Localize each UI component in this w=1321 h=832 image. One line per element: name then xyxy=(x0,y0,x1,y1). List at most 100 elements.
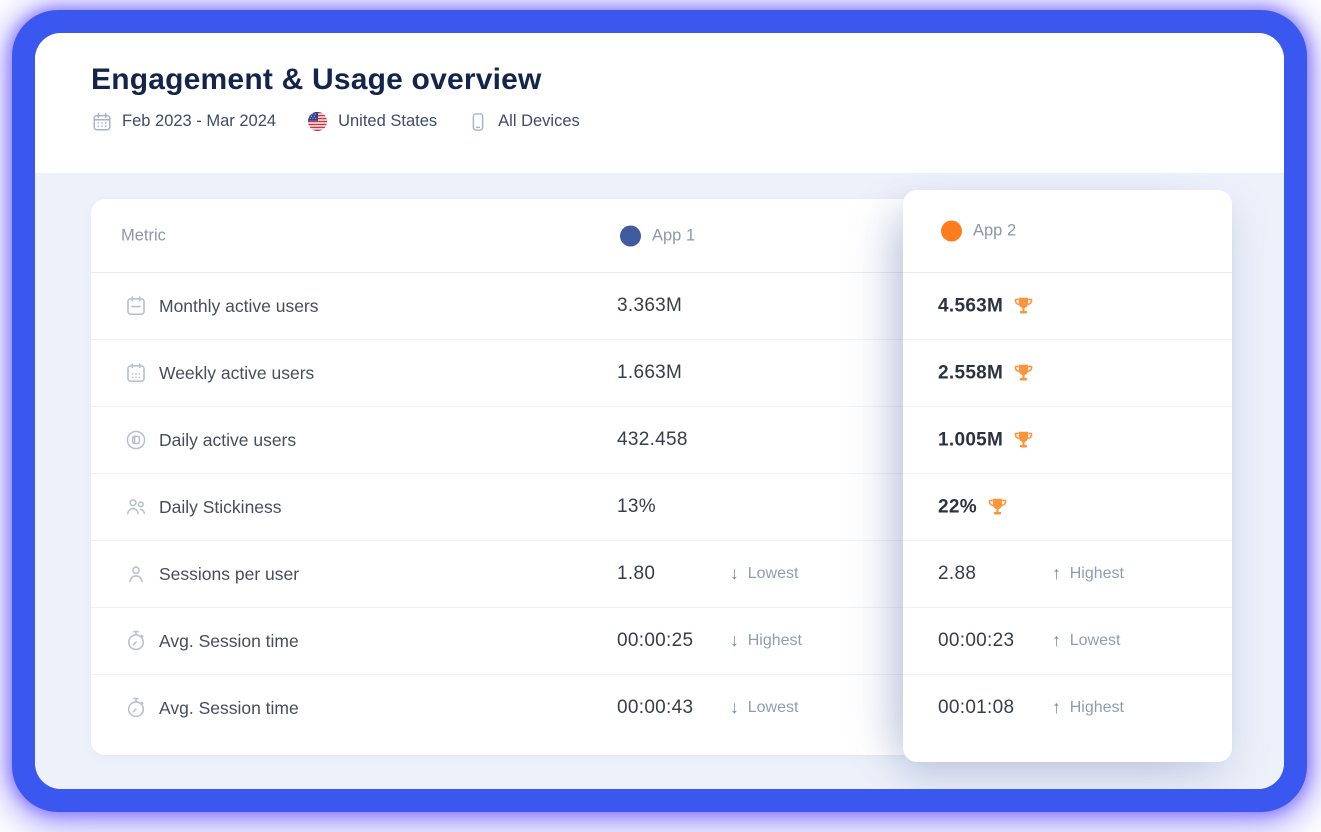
app2-value: 22% xyxy=(938,496,1009,519)
trophy-icon xyxy=(1012,362,1035,385)
app1-value: 13% xyxy=(617,496,656,517)
trophy-icon xyxy=(1012,295,1035,318)
filter-bar: Feb 2023 - Mar 2024 xyxy=(91,110,1284,133)
arrow-up-icon: ↑ xyxy=(1052,697,1061,718)
app1-value: 432.458 xyxy=(617,429,688,450)
metric-label: Daily active users xyxy=(159,429,297,450)
badge-label: Lowest xyxy=(747,565,799,582)
app1-value: 00:00:43 xyxy=(617,697,694,718)
glow-frame: Engagement & Usage overview Feb xyxy=(12,10,1307,812)
user-icon xyxy=(124,562,148,586)
app2-label: App 2 xyxy=(973,221,1017,240)
app2-winner-card: App 2 4.563M 2.558M 1.005M 22% 2.88 ↑ Highest 0… xyxy=(903,190,1232,762)
stopwatch-icon xyxy=(124,629,148,653)
metric-label: Monthly active users xyxy=(159,295,319,316)
app2-badge: ↑ Highest xyxy=(1052,699,1124,717)
table-row: 2.558M xyxy=(903,340,1232,407)
metric-cell: Avg. Session time xyxy=(124,629,299,653)
metric-cell: Daily Stickiness xyxy=(124,495,282,519)
badge-label: Highest xyxy=(1069,565,1124,582)
table-header: Metric App 1 xyxy=(91,199,1232,273)
comparison-section: Metric App 1 Monthly active users 3.363M W… xyxy=(35,173,1284,789)
calendar-month-icon xyxy=(124,294,148,318)
metric-cell: Daily active users xyxy=(124,428,296,452)
users-icon xyxy=(124,495,148,519)
stopwatch-icon xyxy=(124,696,148,720)
table-row: Monthly active users 3.363M xyxy=(91,273,1232,340)
table-row: 00:01:08 ↑ Highest xyxy=(903,675,1232,741)
arrow-down-icon: ↓ xyxy=(730,697,739,718)
devices-filter[interactable]: All Devices xyxy=(467,111,580,133)
app1-column-header: App 1 xyxy=(620,225,695,246)
metric-cell: Weekly active users xyxy=(124,361,314,385)
badge-label: Highest xyxy=(747,632,802,649)
arrow-up-icon: ↑ xyxy=(1052,563,1061,584)
app2-dot-icon xyxy=(941,220,962,242)
metric-cell: Avg. Session time xyxy=(124,696,299,720)
calendar-day-icon xyxy=(124,428,148,452)
arrow-down-icon: ↓ xyxy=(730,630,739,651)
table-row: Daily active users 432.458 xyxy=(91,407,1232,474)
app1-value: 3.363M xyxy=(617,295,683,316)
app2-badge: ↑ Highest xyxy=(1052,565,1124,583)
country-label: United States xyxy=(338,112,438,130)
table-row: 1.005M xyxy=(903,407,1232,474)
app2-header: App 2 xyxy=(903,190,1232,273)
table-row: Sessions per user 1.80 ↓ Lowest xyxy=(91,541,1232,608)
metric-cell: Sessions per user xyxy=(124,562,299,586)
app1-label: App 1 xyxy=(652,226,696,244)
metric-column-header: Metric xyxy=(121,226,166,244)
app2-value: 2.558M xyxy=(938,362,1035,385)
app2-value-text: 00:00:23 xyxy=(938,630,1015,651)
app2-badge: ↑ Lowest xyxy=(1052,632,1120,650)
app2-value-text: 2.88 xyxy=(938,563,977,584)
us-flag-icon xyxy=(306,110,329,133)
table-row: Daily Stickiness 13% xyxy=(91,474,1232,541)
arrow-up-icon: ↑ xyxy=(1052,630,1061,651)
metric-label: Daily Stickiness xyxy=(159,496,282,517)
table-row: Avg. Session time 00:00:25 ↓ Highest xyxy=(91,608,1232,675)
badge-label: Lowest xyxy=(1069,632,1121,649)
app2-value-text: 4.563M xyxy=(938,295,1004,316)
app1-badge: ↓ Lowest xyxy=(730,699,798,717)
app2-value: 4.563M xyxy=(938,295,1035,318)
app1-value: 1.80 xyxy=(617,563,656,584)
app1-badge: ↓ Lowest xyxy=(730,565,798,583)
date-range-filter[interactable]: Feb 2023 - Mar 2024 xyxy=(91,111,276,133)
date-range-label: Feb 2023 - Mar 2024 xyxy=(122,112,277,130)
trophy-icon xyxy=(986,496,1009,519)
app2-value-text: 2.558M xyxy=(938,362,1004,383)
table-row: 22% xyxy=(903,474,1232,541)
metric-label: Sessions per user xyxy=(159,563,300,584)
badge-label: Highest xyxy=(1069,699,1124,716)
app2-table-body: 4.563M 2.558M 1.005M 22% 2.88 ↑ Highest 00:00:2… xyxy=(903,273,1232,741)
calendar-icon xyxy=(91,111,113,133)
report-card: Engagement & Usage overview Feb xyxy=(35,33,1284,789)
metric-label: Weekly active users xyxy=(159,362,315,383)
table-row: 2.88 ↑ Highest xyxy=(903,541,1232,608)
table-row: 00:00:23 ↑ Lowest xyxy=(903,608,1232,675)
metric-cell: Monthly active users xyxy=(124,294,319,318)
metric-label: Avg. Session time xyxy=(159,630,299,651)
table-body: Monthly active users 3.363M Weekly active … xyxy=(91,273,1232,741)
app2-value: 2.88 xyxy=(938,563,976,585)
table-row: 4.563M xyxy=(903,273,1232,340)
metric-label: Avg. Session time xyxy=(159,697,299,718)
app2-value: 1.005M xyxy=(938,429,1035,452)
app2-column-header: App 2 xyxy=(941,220,1017,242)
page-title: Engagement & Usage overview xyxy=(91,63,542,96)
app1-value: 00:00:25 xyxy=(617,630,694,651)
app2-value-text: 1.005M xyxy=(938,429,1004,450)
arrow-down-icon: ↓ xyxy=(730,563,739,584)
trophy-icon xyxy=(1012,429,1035,452)
app2-value: 00:00:23 xyxy=(938,630,1014,652)
app1-badge: ↓ Highest xyxy=(730,632,802,650)
calendar-week-icon xyxy=(124,361,148,385)
devices-label: All Devices xyxy=(498,112,580,130)
country-filter[interactable]: United States xyxy=(306,110,437,133)
app2-value-text: 22% xyxy=(938,496,977,517)
badge-label: Lowest xyxy=(747,699,799,716)
report-header: Engagement & Usage overview Feb xyxy=(35,33,1284,173)
mobile-device-icon xyxy=(467,111,489,133)
app1-dot-icon xyxy=(620,225,641,246)
